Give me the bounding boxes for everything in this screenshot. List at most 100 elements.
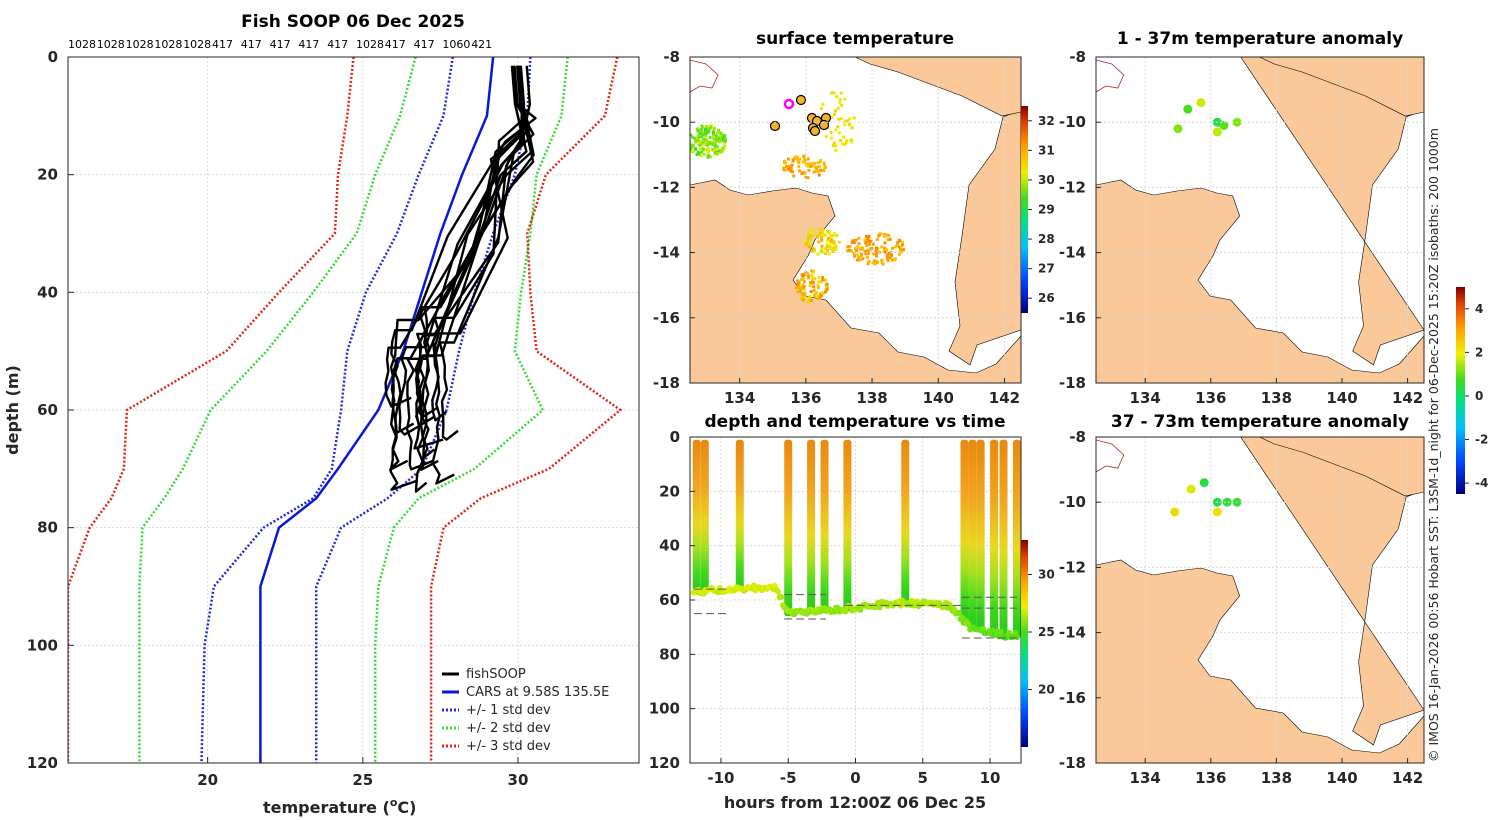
sst-pixel (717, 128, 721, 132)
sst-pixel (854, 238, 858, 242)
sst-pixel (897, 245, 901, 249)
anom2-map-title: 37 - 73m temperature anomaly (1111, 412, 1409, 432)
sst-pixel (791, 170, 795, 174)
sst-pixel (803, 156, 807, 160)
sst-pixel (809, 298, 813, 302)
sst-pixel (697, 133, 701, 137)
count-label: 417 (327, 38, 348, 51)
anom2-map-panel: 37 - 73m temperature anomaly -8 -10 -12 -14… (1059, 412, 1425, 787)
sst-pixel (822, 161, 826, 165)
sst-pixel (798, 169, 802, 173)
sst-pixel (798, 157, 802, 161)
sst-pixel (695, 127, 699, 131)
sst-pixel (875, 238, 879, 241)
sst-pixel (806, 176, 810, 180)
sst-pixel (877, 233, 881, 237)
side-note: © IMOS 16-Jan-2026 00:56 Hobart SST: L3S… (1426, 128, 1441, 762)
sst-pixel (713, 151, 717, 155)
sst-pixel (891, 246, 895, 250)
sst-pixel (795, 286, 799, 290)
sst-pixel (817, 286, 821, 289)
anomaly-point (1196, 98, 1206, 108)
sst-pixel (852, 241, 856, 244)
y-tick-label: 40 (37, 283, 58, 301)
sst-pixel (796, 282, 799, 286)
lat-tick-label: -14 (653, 244, 680, 262)
sst-pixel (834, 128, 838, 132)
lat-tick-label: -16 (1059, 689, 1086, 707)
sst-pixel (880, 258, 884, 262)
sst-pixel (809, 235, 813, 239)
sst-pixel (830, 235, 833, 239)
sst-pixel (696, 152, 700, 156)
depth-cast (735, 439, 744, 592)
sst-pixel (813, 161, 817, 165)
lon-tick-label: 136 (790, 389, 821, 407)
y-tick-label: 80 (37, 519, 58, 537)
lon-tick-label: 142 (1392, 769, 1423, 787)
anom-colorbar (1456, 287, 1465, 494)
sst-pixel (709, 126, 713, 130)
sst-pixel (807, 276, 811, 280)
sst-map-panel: surface temperature -8 -10 -12 -14 -16 -18 13… (653, 29, 1055, 407)
x-tick-label: 30 (508, 771, 529, 789)
sst-pixel (804, 242, 808, 245)
sst-pixel (886, 259, 890, 262)
sst-pixel (860, 247, 864, 251)
sst-pixel (710, 147, 714, 151)
track-dot (795, 94, 807, 106)
sst-pixel (708, 155, 712, 159)
sst-pixel (876, 260, 880, 264)
timor-coast (1096, 59, 1125, 93)
sst-pixel (855, 245, 859, 249)
sst-pixel (899, 247, 902, 251)
cbar-tick-label: 30 (1038, 568, 1055, 582)
sst-pixel (848, 123, 852, 126)
depth-cast (960, 439, 969, 625)
sst-pixel (842, 135, 846, 139)
sst-pixel (700, 135, 704, 138)
sst-pixel (829, 241, 833, 245)
sst-pixel (787, 167, 791, 171)
time-panel: depth and temperature vs time 0 20 40 60 80 1… (649, 412, 1055, 812)
lat-tick-label: -10 (1059, 493, 1086, 511)
sst-pixel (824, 290, 828, 294)
sst-pixel (829, 238, 833, 242)
depth-cast (999, 439, 1008, 639)
sst-pixel (796, 290, 800, 294)
time-xlabel: hours from 12:00Z 06 Dec 25 (724, 793, 986, 812)
time-colorbar-ticks: 30 25 20 (1028, 568, 1055, 697)
sst-map-area (690, 57, 1021, 383)
sst-pixel (707, 147, 710, 151)
sst-pixel (835, 95, 839, 99)
sst-pixel (690, 145, 693, 149)
sst-pixel (817, 240, 821, 244)
sst-pixel (808, 281, 812, 284)
fishsoop-profile (431, 65, 525, 485)
sst-pixel (859, 253, 863, 257)
time-data (691, 439, 1021, 641)
sst-pixel (696, 139, 700, 143)
lon-tick-label: 140 (1326, 769, 1357, 787)
sst-pixel (708, 136, 712, 139)
sst-pixel (694, 140, 698, 144)
time-yticks: 0 20 40 60 80 100 120 (649, 428, 695, 772)
time-ytick-label: 100 (649, 700, 680, 718)
sst-pixel (886, 257, 890, 260)
sst-pixel (831, 144, 835, 148)
count-label: 1028 (356, 38, 384, 51)
anomaly-point (1173, 124, 1183, 134)
sst-pixel (825, 245, 829, 249)
sst-pixel (830, 115, 834, 119)
sst-pixel (695, 136, 699, 140)
sst-pixel (793, 156, 797, 160)
sst-pixel (796, 158, 800, 162)
sst-pixel (815, 295, 819, 299)
sst-pixel (707, 127, 711, 131)
sst-pixel (883, 241, 887, 245)
sst-pixel (826, 239, 830, 243)
sst-pixel (816, 252, 820, 256)
sst-pixel (789, 166, 793, 170)
sst-pixel (723, 139, 727, 143)
bottom-trace-point (775, 588, 781, 595)
